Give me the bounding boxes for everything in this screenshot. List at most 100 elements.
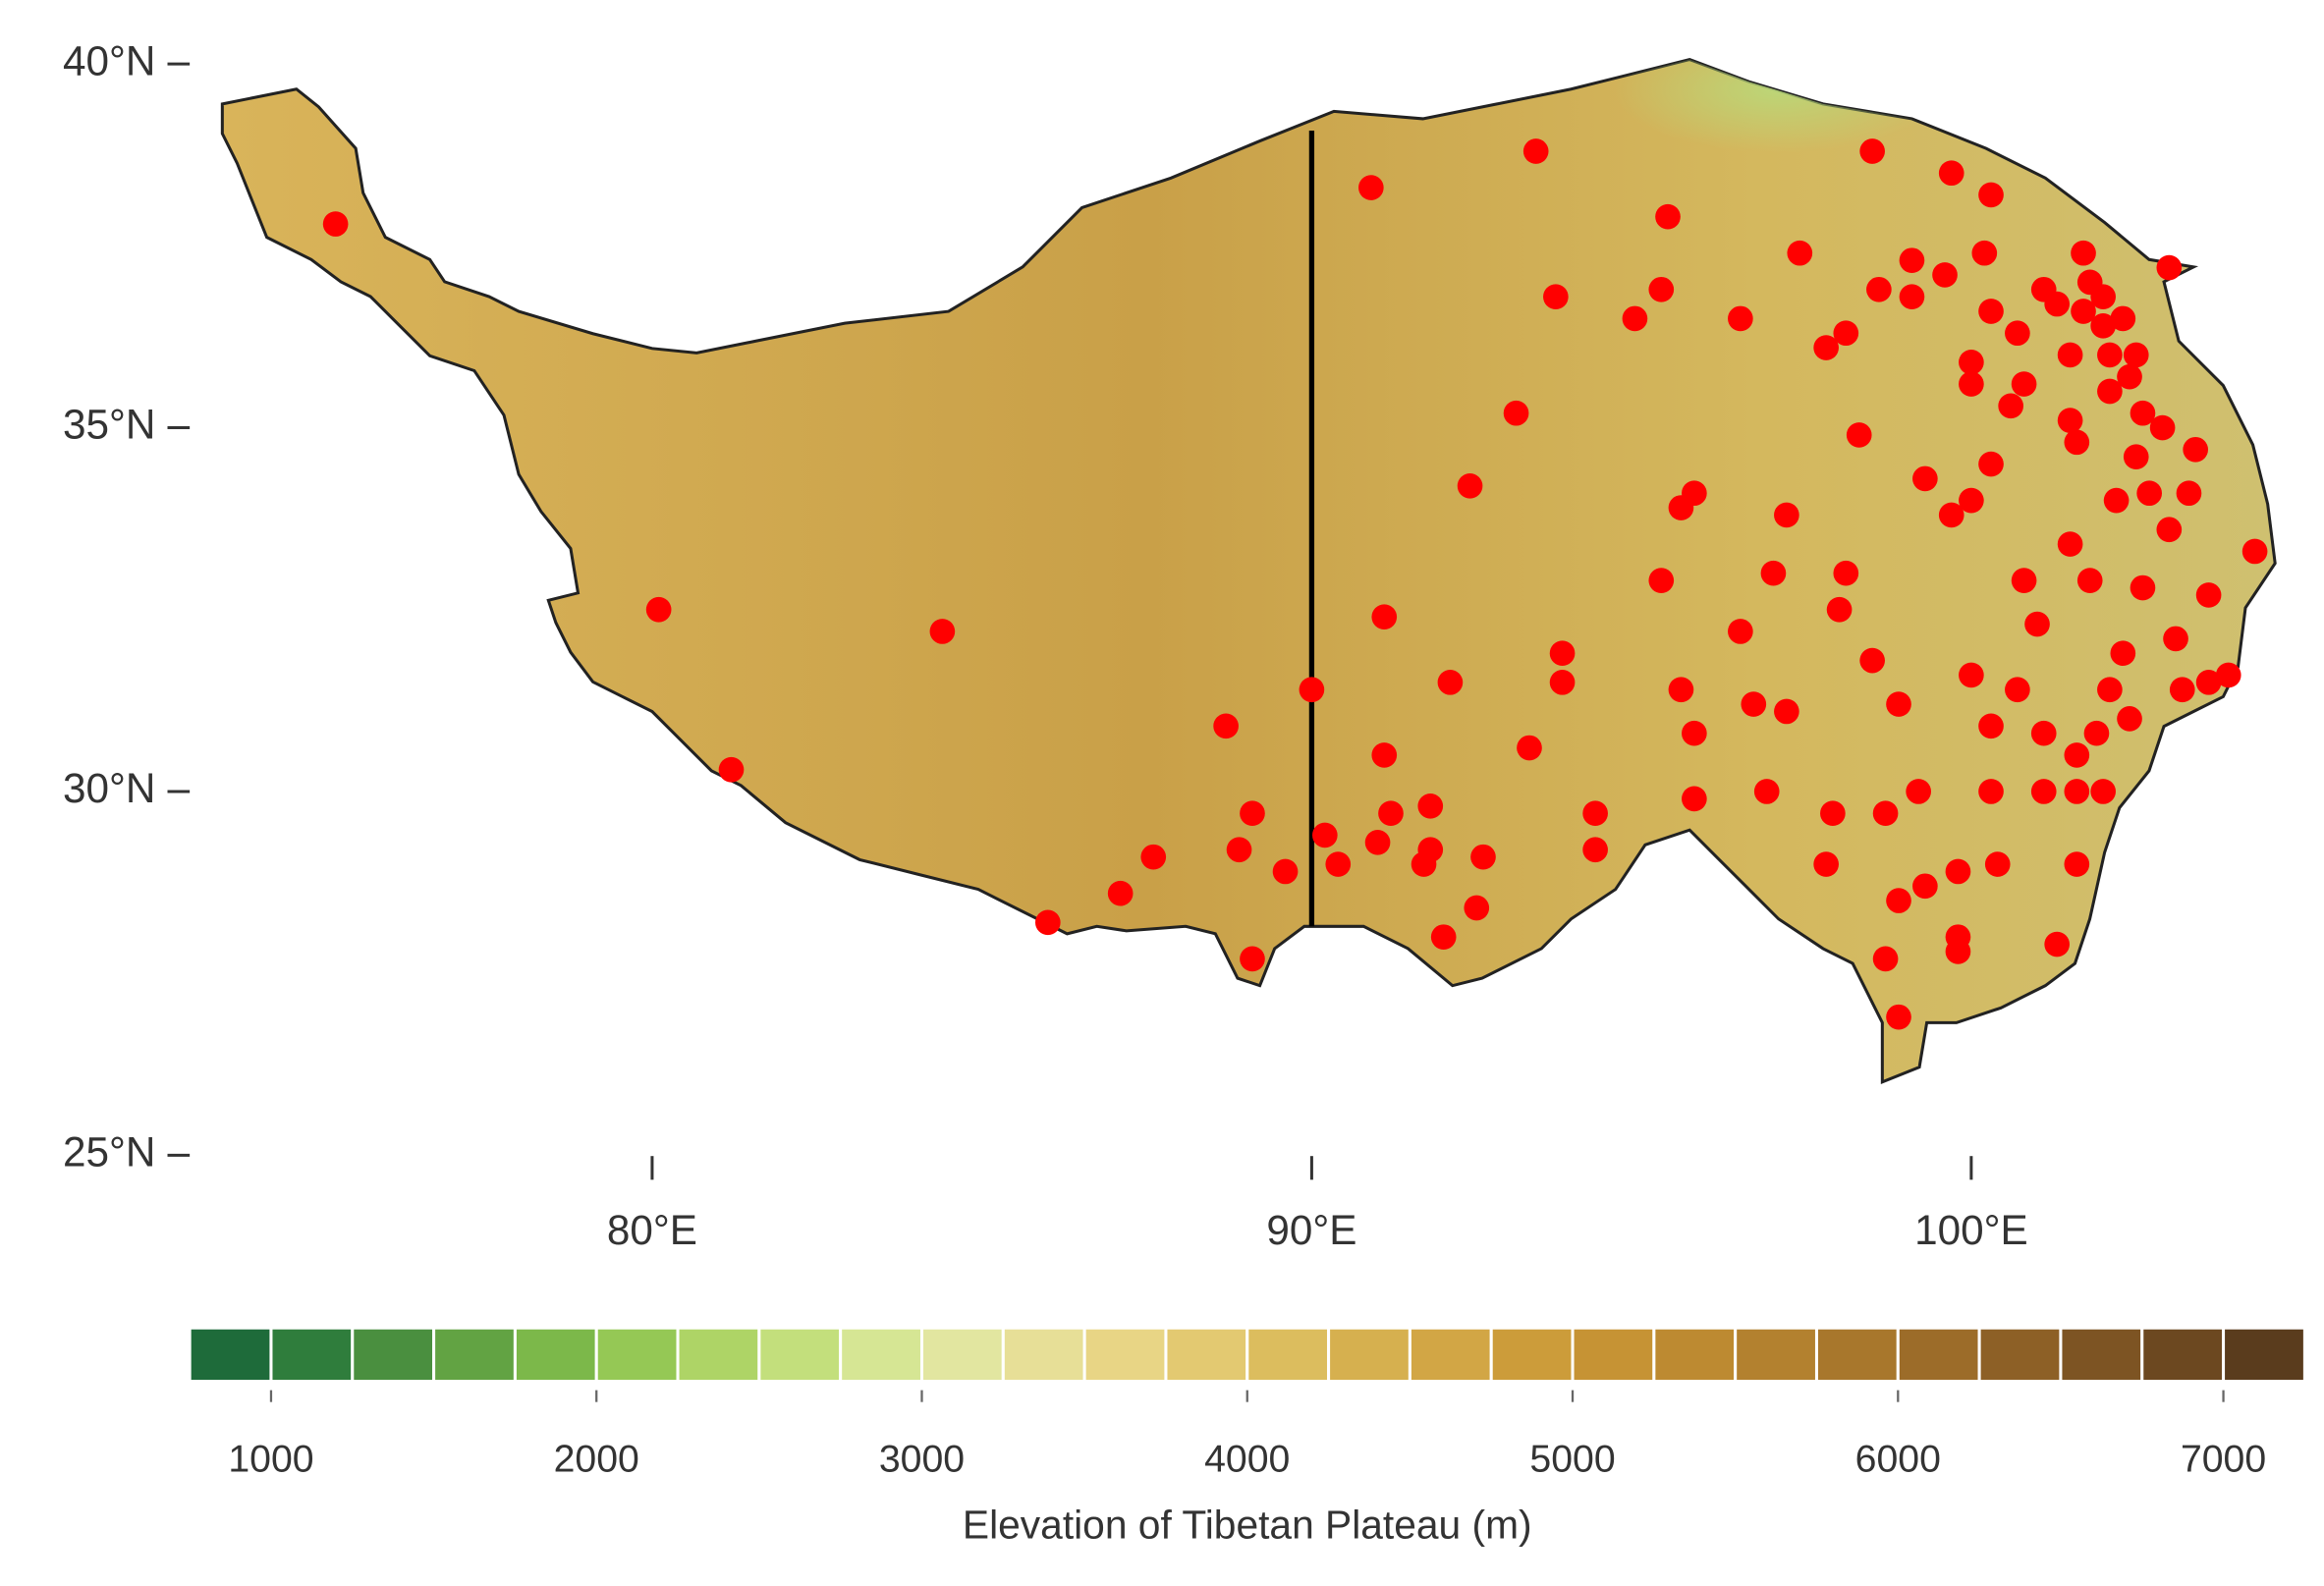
station-point	[1945, 858, 1971, 885]
station-point	[1034, 909, 1061, 936]
station-point	[1978, 713, 2004, 739]
station-point	[1549, 640, 1576, 667]
station-point	[1582, 837, 1608, 863]
station-point	[2057, 342, 2083, 368]
station-point	[2064, 779, 2090, 804]
station-point	[1299, 677, 1325, 703]
station-point	[1912, 873, 1938, 900]
station-point	[2044, 931, 2070, 957]
station-point	[1959, 487, 1984, 514]
station-point	[2024, 611, 2050, 637]
station-point	[1978, 182, 2004, 208]
colorbar-segment	[1164, 1326, 1249, 1384]
station-point	[1622, 305, 1648, 332]
station-point	[2097, 342, 2123, 368]
station-point	[1543, 284, 1569, 310]
station-point	[1682, 786, 1707, 812]
colorbar-segment	[1652, 1326, 1738, 1384]
station-point	[2076, 568, 2103, 593]
colorbar-label: Elevation of Tibetan Plateau (m)	[963, 1503, 1532, 1548]
station-point	[1959, 350, 1984, 375]
station-point	[2195, 670, 2222, 695]
y-tick-label: 30°N	[63, 765, 155, 811]
colorbar-segment	[351, 1326, 436, 1384]
plateau	[220, 58, 2277, 1084]
station-point	[2130, 574, 2156, 601]
station-point	[1682, 480, 1707, 507]
station-point	[1240, 946, 1265, 972]
station-point	[718, 756, 745, 783]
colorbar-segment	[2140, 1326, 2226, 1384]
station-point	[1668, 677, 1694, 703]
station-point	[1813, 851, 1839, 877]
station-point	[2005, 677, 2030, 703]
lowland-shade	[1334, 59, 1986, 312]
station-point	[2030, 779, 2057, 804]
station-point	[1655, 203, 1681, 230]
colorbar-segment	[919, 1326, 1005, 1384]
station-point	[1886, 1004, 1911, 1030]
colorbar-segment	[2222, 1326, 2306, 1384]
station-point	[1140, 844, 1167, 870]
station-point	[2215, 662, 2241, 688]
station-point	[1226, 837, 1252, 863]
station-point	[2176, 480, 2202, 507]
station-point	[1371, 604, 1398, 629]
y-tick-label: 35°N	[63, 402, 155, 448]
station-point	[1741, 691, 1767, 717]
plateau-outline	[220, 58, 2277, 1084]
station-point	[2149, 414, 2176, 441]
station-point	[2123, 444, 2149, 469]
station-point	[2057, 531, 2083, 557]
colorbar-segment	[1001, 1326, 1086, 1384]
station-point	[1866, 276, 1892, 302]
colorbar-segment	[1734, 1326, 1818, 1384]
colorbar-segment	[1571, 1326, 1656, 1384]
plot-layer: 25°N 30°N 35°N 40°N 80°E 90°E 100°E 1000 2000 300…	[63, 37, 2306, 1548]
station-point	[2117, 363, 2142, 390]
x-tick-label: 100°E	[1914, 1207, 2028, 1253]
station-point	[2064, 742, 2090, 768]
colorbar-tick-label: 1000	[228, 1437, 313, 1480]
colorbar-segment	[1489, 1326, 1575, 1384]
x-tick-label: 80°E	[607, 1207, 697, 1253]
station-point	[2130, 400, 2156, 426]
station-point	[2163, 626, 2188, 652]
station-point	[1648, 568, 1675, 593]
station-point	[1517, 735, 1542, 761]
station-point	[1826, 596, 1853, 623]
colorbar-tick-label: 6000	[1855, 1437, 1941, 1480]
y-tick-label: 25°N	[63, 1129, 155, 1176]
station-point	[1938, 502, 1964, 528]
station-point	[322, 211, 349, 237]
colorbar-segment	[188, 1326, 273, 1384]
station-point	[1522, 138, 1549, 164]
colorbar-segment	[594, 1326, 680, 1384]
colorbar-segment	[1814, 1326, 1900, 1384]
station-point	[1833, 560, 1859, 586]
station-point	[2110, 640, 2136, 667]
station-point	[1859, 138, 1885, 164]
colorbar-segment	[1327, 1326, 1411, 1384]
colorbar-segment	[1408, 1326, 1493, 1384]
colorbar-tick-label: 2000	[554, 1437, 639, 1480]
station-point	[1437, 670, 1464, 695]
station-point	[2090, 312, 2116, 339]
station-point	[1872, 800, 1899, 827]
station-point	[1728, 305, 1753, 332]
station-point	[2044, 291, 2070, 317]
station-point	[2083, 720, 2110, 746]
station-point	[1984, 851, 2011, 877]
station-point	[2241, 538, 2268, 565]
station-point	[2071, 240, 2096, 266]
colorbar-segment	[1977, 1326, 2063, 1384]
station-point	[1899, 247, 1925, 273]
station-point	[1213, 713, 1239, 739]
station-point	[1272, 858, 1299, 885]
colorbar-tick-label: 3000	[879, 1437, 965, 1480]
station-point	[929, 619, 956, 644]
station-point	[2156, 517, 2183, 543]
station-point	[2005, 320, 2030, 347]
station-point	[1899, 284, 1925, 310]
station-point	[2057, 408, 2083, 433]
